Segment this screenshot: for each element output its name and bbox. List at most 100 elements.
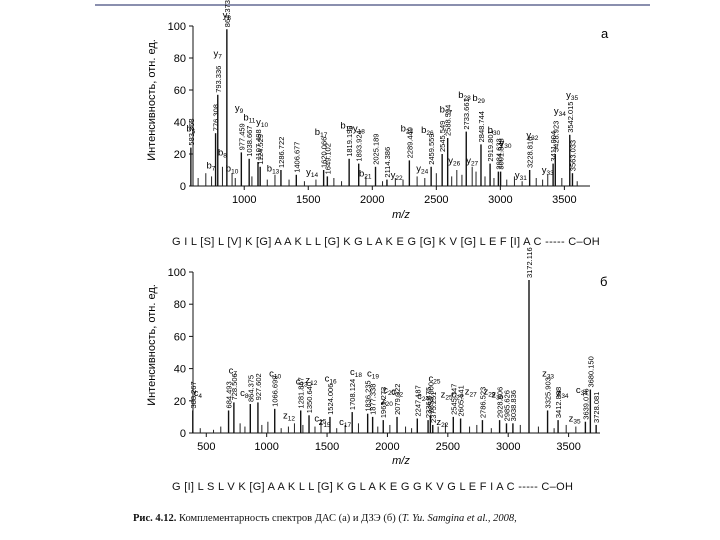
ion-label: b7 xyxy=(206,160,215,172)
peak-label: 1836.235 xyxy=(364,380,373,411)
y-tick-label: 60 xyxy=(174,85,186,97)
peak-label: 1708.124 xyxy=(348,379,357,410)
peak-label: 2545.347 xyxy=(449,384,458,415)
ion-label: c13 xyxy=(296,377,308,389)
y-tick-label: 60 xyxy=(174,331,186,343)
ion-label: y35 xyxy=(566,90,578,102)
peak-label: 793.336 xyxy=(214,66,223,93)
ion-label: c18 xyxy=(350,367,362,379)
ion-label: b27 xyxy=(440,104,453,116)
caption-citation: T. Yu. Samgina et al., 2008, xyxy=(401,513,517,524)
ion-label: c27 xyxy=(451,390,463,402)
ion-label: b8 xyxy=(218,148,227,160)
peak-label: 684.493 xyxy=(225,381,234,408)
spectrum-panel-b: 0 20 40 60 80 100 500 1000 1500 2000 2500 3000 3500 m… xyxy=(146,247,607,467)
peak-label: 2848.744 xyxy=(477,111,486,142)
peak-label: 1038.667 xyxy=(245,126,254,157)
ion-label: z33 xyxy=(542,369,554,381)
peak-label: 2289.449 xyxy=(405,127,414,158)
peak-label: 864.375 xyxy=(246,375,255,402)
ion-label: y24 xyxy=(416,164,428,176)
x-axis-label: m/z xyxy=(392,455,410,467)
ion-label: c19 xyxy=(367,369,379,381)
ion-label: y22 xyxy=(391,170,403,182)
ion-label: z20 xyxy=(381,396,393,408)
y-axis-label: Интенсивность, отн. ед. xyxy=(146,39,158,161)
x-tick-label: 3000 xyxy=(488,194,512,206)
ion-label: y27 xyxy=(466,156,478,168)
peak-label: 1350.640 xyxy=(305,382,314,413)
ion-label: b30 xyxy=(488,125,501,137)
x-tick-label: 3000 xyxy=(496,441,520,453)
ion-label: b24 xyxy=(401,124,414,136)
ion-label: c15 xyxy=(314,414,326,426)
peak-label: 388.267 xyxy=(189,381,198,408)
ion-label: y9 xyxy=(235,103,244,115)
x-tick-label: 2500 xyxy=(424,194,448,206)
x-tick-label: 2000 xyxy=(360,194,384,206)
ion-label: y34 xyxy=(554,106,566,118)
peak-label: 2733.661 xyxy=(462,98,471,129)
figure-caption: Рис. 4.12. Комплементарность спектров ДА… xyxy=(133,513,713,524)
peak-label: 3038.836 xyxy=(509,390,518,421)
x-axis-label: m/z xyxy=(392,209,410,221)
x-tick-label: 500 xyxy=(197,441,215,453)
peak-label: 2928.606 xyxy=(496,387,505,418)
peak-label: 2079.322 xyxy=(393,384,402,415)
ion-label: b26 xyxy=(421,125,434,137)
peak-label: 1406.677 xyxy=(292,142,301,173)
x-tick-label: 3500 xyxy=(556,441,580,453)
x-tick-label: 3500 xyxy=(552,194,576,206)
ion-label: z35 xyxy=(569,414,581,426)
ion-label: c24 xyxy=(417,391,429,403)
x-tick-label: 1500 xyxy=(296,194,320,206)
peak-label: 3001.848 xyxy=(497,138,506,169)
ion-label: z30 xyxy=(491,390,503,402)
ion-label: y7 xyxy=(214,48,223,60)
x-tick-label: 1000 xyxy=(254,441,278,453)
peak-label: 2459.559 xyxy=(427,134,436,165)
ion-label: b28 xyxy=(458,90,471,102)
peak-label: 2786.523 xyxy=(478,387,487,418)
peak-label: 1524.006 xyxy=(326,384,335,415)
peak-label: 776.308 xyxy=(212,104,221,131)
ion-label: y14 xyxy=(306,167,318,179)
y-axis-label: Интенсивность, отн. ед. xyxy=(146,284,158,406)
peak-label: 1286.722 xyxy=(277,137,286,168)
peak-label: 1965.273 xyxy=(379,387,388,418)
peak-label: 2588.594 xyxy=(444,105,453,136)
y-tick-label: 100 xyxy=(168,267,186,279)
y-tick-label: 40 xyxy=(174,364,186,376)
peak-label: 2545.549 xyxy=(438,121,447,152)
x-tick-label: 2500 xyxy=(436,441,460,453)
peak-label: 3639.076 xyxy=(581,388,590,419)
peak-label: 864.373 xyxy=(223,0,232,27)
y-tick-label: 20 xyxy=(174,149,186,161)
peak-label: 1281.867 xyxy=(297,377,306,408)
ion-label: c4 xyxy=(194,388,203,400)
caption-label: Рис. 4.12. xyxy=(133,513,177,524)
ion-label: z12 xyxy=(305,375,317,387)
ion-label: y8 xyxy=(223,10,232,22)
peak-label: 728.506 xyxy=(230,373,239,400)
ion-label: y18 xyxy=(353,124,365,136)
ion-label: c16 xyxy=(325,373,337,385)
sequence-a: G I L [S] L [V] K [G] A A K L L [G] K G … xyxy=(172,236,601,248)
ion-label: z29 xyxy=(484,386,496,398)
x-tick-label: 1000 xyxy=(232,194,256,206)
peak-label: 1877.338 xyxy=(369,384,378,415)
ion-label: z22 xyxy=(436,417,448,429)
peak-label: 1649.102 xyxy=(323,143,332,174)
peak-label: 2336.475 xyxy=(424,387,433,418)
ion-label: b19 xyxy=(340,120,353,132)
peak-label: 1107.498 xyxy=(254,129,263,160)
ion-label: c10 xyxy=(269,369,281,381)
ion-label: b10 xyxy=(226,164,239,176)
sequence-b: G [I] L S L V K [G] A A K L L [G] K G L … xyxy=(172,481,574,493)
peak-label: 2375.251 xyxy=(429,392,438,423)
peak-label: 927.602 xyxy=(254,373,263,400)
panel-tag: а xyxy=(601,26,609,41)
peak-label: 977.459 xyxy=(237,123,246,150)
ion-label: y31 xyxy=(515,170,527,182)
peak-label: 3228.816 xyxy=(526,137,535,168)
